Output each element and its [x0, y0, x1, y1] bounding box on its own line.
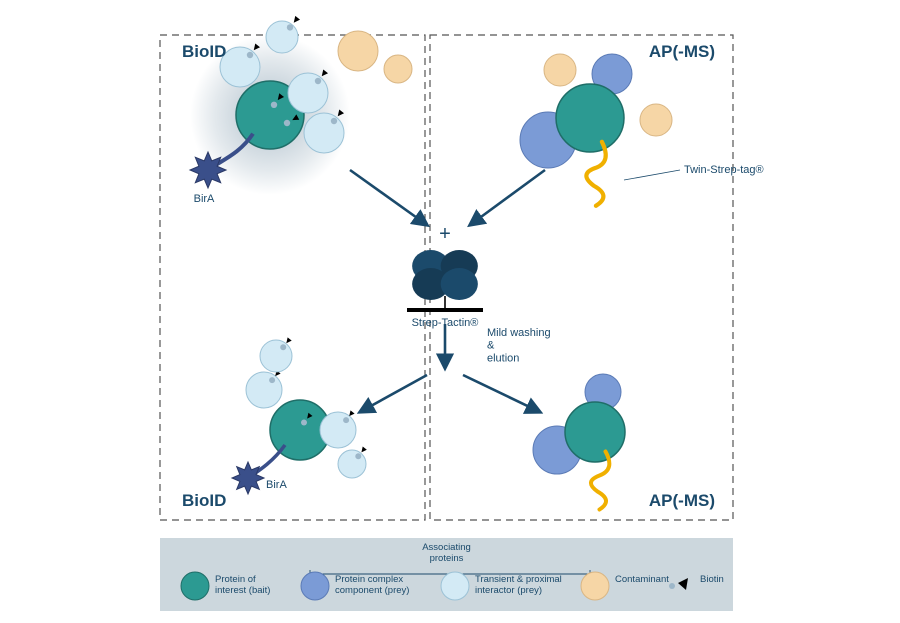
- biotin-dot: [343, 417, 349, 423]
- transient-prey: [260, 340, 292, 372]
- transient-prey: [338, 450, 366, 478]
- contaminant: [544, 54, 576, 86]
- bait: [556, 84, 624, 152]
- legend-prey-complex: [301, 572, 329, 600]
- legend-prey-transient: [441, 572, 469, 600]
- biotin-dot: [271, 102, 277, 108]
- biotin-dot: [331, 118, 337, 124]
- contaminant: [640, 104, 672, 136]
- arrow-bioid-to-tactin: [350, 170, 427, 225]
- labels.bira_top: BirA: [194, 193, 215, 205]
- biotin-icon: [349, 410, 354, 416]
- transient-prey: [320, 412, 356, 448]
- biotin-dot: [269, 377, 275, 383]
- biotin-dot: [355, 453, 361, 459]
- biotin-dot: [284, 120, 290, 126]
- transient-prey: [304, 113, 344, 153]
- bira-icon: [232, 462, 264, 494]
- legend-biotin-dot: [669, 583, 675, 589]
- biotin-dot: [287, 24, 293, 30]
- labels.wash: Mild washing&elution: [487, 327, 551, 364]
- legend-bait: [181, 572, 209, 600]
- biotin-icon: [294, 16, 300, 23]
- transient-prey: [246, 372, 282, 408]
- legend-contaminant: [581, 572, 609, 600]
- labels.apms_top: AP(-MS): [649, 42, 715, 61]
- labels.legend_items.biotin: Biotin: [700, 574, 724, 585]
- leader: [624, 170, 680, 180]
- labels.twinstrep: Twin-Strep-tag®: [684, 164, 764, 176]
- labels.legend_items.contaminant: Contaminant: [615, 574, 669, 585]
- biotin-dot: [301, 420, 307, 426]
- labels.plus: +: [439, 223, 451, 245]
- biotin-icon: [286, 337, 291, 343]
- contaminant: [338, 31, 378, 71]
- bira-icon: [190, 152, 226, 188]
- labels.apms_bottom: AP(-MS): [649, 491, 715, 510]
- labels.bira_bottom: BirA: [266, 479, 287, 491]
- strep-tactin-lobe: [441, 268, 478, 300]
- bait: [565, 402, 625, 462]
- arrow-to-apms-out: [463, 375, 540, 412]
- arrow-to-bioid-out: [360, 375, 427, 412]
- biotin-dot: [280, 344, 286, 350]
- labels.legend_items.prey_complex: Protein complexcomponent (prey): [335, 574, 409, 596]
- arrow-apms-to-tactin: [470, 170, 545, 225]
- transient-prey: [266, 21, 298, 53]
- contaminant: [384, 55, 412, 83]
- labels.bioid_top: BioID: [182, 42, 226, 61]
- biotin-dot: [315, 78, 321, 84]
- biotin-dot: [247, 52, 253, 58]
- biotin-icon: [361, 447, 366, 453]
- labels.bioid_bottom: BioID: [182, 491, 226, 510]
- transient-prey: [288, 73, 328, 113]
